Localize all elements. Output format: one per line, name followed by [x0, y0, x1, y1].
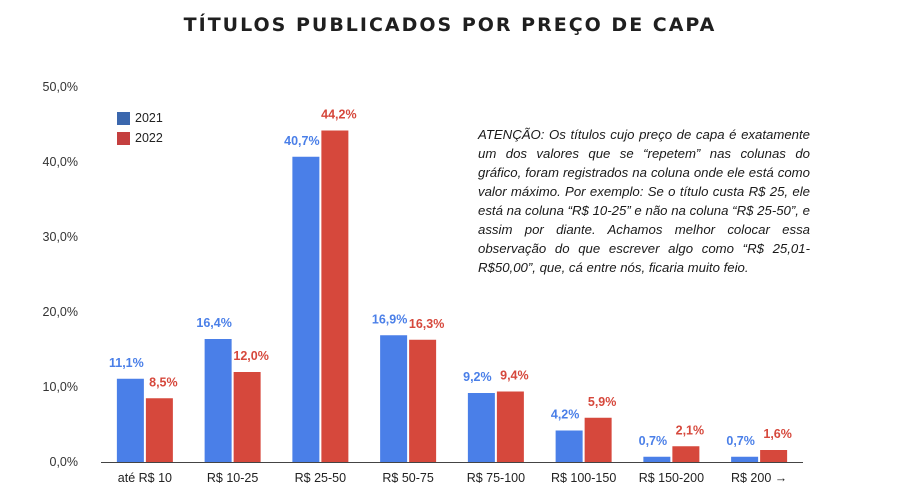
bar-2021: [380, 335, 408, 462]
annotation-note: ATENÇÃO: Os títulos cujo preço de capa é…: [478, 127, 810, 275]
legend-swatch-2022: [117, 131, 130, 145]
data-label-2022: 5,9%: [588, 395, 617, 409]
data-label-2021: 16,9%: [372, 312, 407, 326]
data-label-2021: 0,7%: [639, 434, 668, 448]
data-label-2021: 0,7%: [726, 434, 755, 448]
bar-2022: [584, 417, 612, 462]
y-tick-label: 30,0%: [43, 230, 78, 244]
legend-label-2022: 2022: [135, 131, 163, 145]
x-tick-label: R$ 200 →: [731, 471, 787, 485]
data-label-2022: 1,6%: [763, 427, 792, 441]
bar-2021: [204, 339, 232, 462]
y-tick-label: 40,0%: [43, 155, 78, 169]
data-label-2022: 9,4%: [500, 369, 529, 383]
y-tick-label: 50,0%: [43, 80, 78, 94]
x-tick-label: R$ 25-50: [295, 471, 346, 485]
chart-title: TÍTULOS PUBLICADOS POR PREÇO DE CAPA: [183, 14, 717, 36]
data-label-2022: 12,0%: [233, 349, 268, 363]
data-label-2021: 16,4%: [196, 316, 231, 330]
bar-2021: [643, 456, 671, 462]
y-tick-label: 0,0%: [50, 455, 79, 469]
data-label-2022: 8,5%: [149, 375, 178, 389]
bar-2022: [496, 391, 524, 462]
bar-2021: [555, 430, 583, 462]
bar-2022: [145, 398, 173, 462]
legend-item-2021: 2021: [117, 108, 163, 128]
data-label-2022: 16,3%: [409, 317, 444, 331]
legend-label-2021: 2021: [135, 111, 163, 125]
legend: 2021 2022: [117, 108, 163, 148]
bar-2022: [233, 372, 261, 462]
bar-2021: [116, 378, 144, 462]
x-tick-label: até R$ 10: [118, 471, 172, 485]
bar-2021: [292, 156, 320, 462]
data-label-2021: 11,1%: [109, 356, 144, 370]
bar-2022: [672, 446, 700, 462]
legend-swatch-2021: [117, 111, 130, 125]
x-tick-label: R$ 150-200: [639, 471, 704, 485]
x-tick-label: R$ 10-25: [207, 471, 258, 485]
data-label-2022: 44,2%: [321, 108, 356, 122]
data-label-2021: 9,2%: [463, 370, 492, 384]
bar-2022: [760, 450, 788, 462]
data-label-2022: 2,1%: [676, 423, 705, 437]
y-tick-label: 10,0%: [43, 380, 78, 394]
bar-2021: [467, 393, 495, 462]
data-label-2021: 4,2%: [551, 408, 580, 422]
x-tick-label: R$ 100-150: [551, 471, 616, 485]
y-tick-label: 20,0%: [43, 305, 78, 319]
legend-item-2022: 2022: [117, 128, 163, 148]
x-tick-label: R$ 50-75: [382, 471, 433, 485]
bar-2022: [409, 339, 437, 462]
x-tick-label: R$ 75-100: [467, 471, 525, 485]
bar-2021: [731, 456, 759, 462]
bar-2022: [321, 130, 349, 462]
data-label-2021: 40,7%: [284, 134, 319, 148]
